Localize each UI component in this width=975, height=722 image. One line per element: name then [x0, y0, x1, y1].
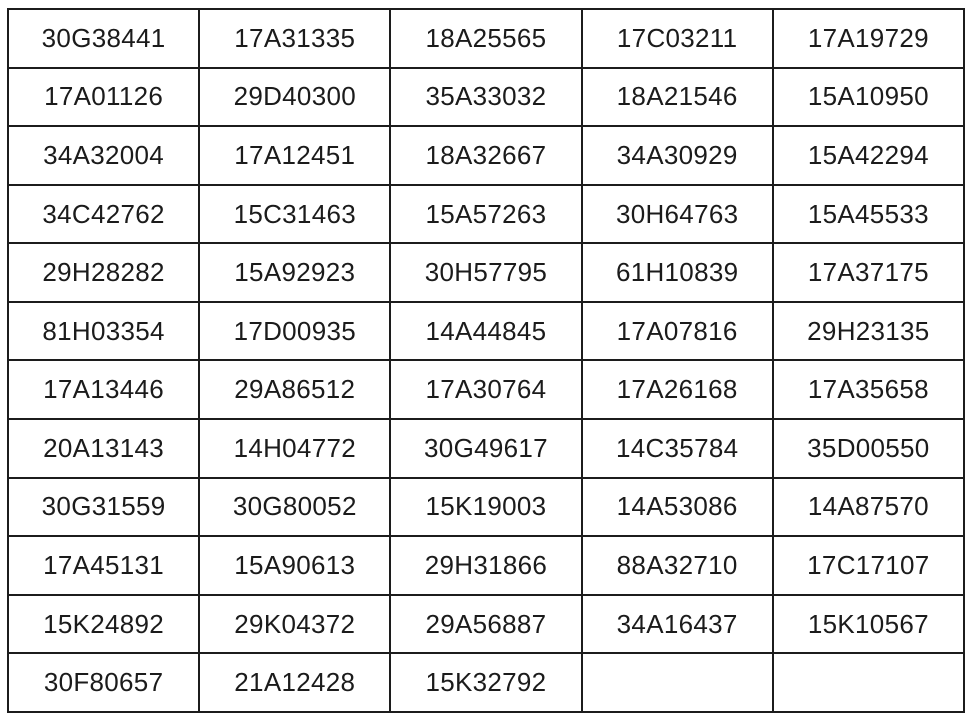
table-row: 15K24892 29K04372 29A56887 34A16437 15K10567 [6, 593, 966, 655]
code-cell: 30G80052 [198, 476, 392, 538]
code-table-body: 30G38441 17A31335 18A25565 17C03211 17A19729… [6, 8, 966, 713]
code-cell: 15A90613 [198, 535, 392, 596]
code-cell: 14C35784 [580, 418, 774, 479]
code-cell: 21A12428 [198, 652, 392, 713]
code-cell: 30H64763 [580, 183, 774, 245]
table-row: 34C42762 15C31463 15A57263 30H64763 15A45533 [6, 183, 966, 245]
code-cell: 61H10839 [580, 242, 774, 303]
code-cell: 29H23135 [771, 300, 966, 362]
table-row: 29H28282 15A92923 30H57795 61H10839 17A37175 [6, 242, 966, 303]
code-cell: 17A45131 [6, 535, 201, 596]
table-row: 30G38441 17A31335 18A25565 17C03211 17A19729 [6, 8, 966, 69]
code-table: 30G38441 17A31335 18A25565 17C03211 17A19729… [6, 8, 966, 713]
code-cell: 29D40300 [198, 66, 392, 128]
code-cell: 35D00550 [771, 418, 966, 479]
code-cell: 15K32792 [389, 652, 583, 713]
code-cell: 17A31335 [198, 8, 392, 69]
code-cell: 17C03211 [580, 8, 774, 69]
empty-cell [580, 652, 774, 713]
code-cell: 34A30929 [580, 125, 774, 186]
code-cell: 17A13446 [6, 359, 201, 421]
code-cell: 20A13143 [6, 418, 201, 479]
code-cell: 15A45533 [771, 183, 966, 245]
code-cell: 18A21546 [580, 66, 774, 128]
code-cell: 88A32710 [580, 535, 774, 596]
code-cell: 35A33032 [389, 66, 583, 128]
code-cell: 15K19003 [389, 476, 583, 538]
code-cell: 18A25565 [389, 8, 583, 69]
code-cell: 81H03354 [6, 300, 201, 362]
code-cell: 30G49617 [389, 418, 583, 479]
code-cell: 30H57795 [389, 242, 583, 303]
code-cell: 30G31559 [6, 476, 201, 538]
code-cell: 15A92923 [198, 242, 392, 303]
table-row: 34A32004 17A12451 18A32667 34A30929 15A42294 [6, 125, 966, 186]
code-cell: 14A53086 [580, 476, 774, 538]
code-cell: 17A01126 [6, 66, 201, 128]
code-cell: 15C31463 [198, 183, 392, 245]
table-row: 30F80657 21A12428 15K32792 [6, 652, 966, 713]
table-row: 81H03354 17D00935 14A44845 17A07816 29H23135 [6, 300, 966, 362]
code-cell: 15A10950 [771, 66, 966, 128]
code-cell: 29H31866 [389, 535, 583, 596]
code-cell: 34A32004 [6, 125, 201, 186]
code-cell: 14H04772 [198, 418, 392, 479]
code-cell: 17A12451 [198, 125, 392, 186]
code-cell: 17D00935 [198, 300, 392, 362]
table-row: 20A13143 14H04772 30G49617 14C35784 35D00550 [6, 418, 966, 479]
table-row: 17A01126 29D40300 35A33032 18A21546 15A10950 [6, 66, 966, 128]
code-cell: 17A37175 [771, 242, 966, 303]
code-cell: 15K10567 [771, 593, 966, 655]
code-cell: 29A86512 [198, 359, 392, 421]
code-cell: 17A35658 [771, 359, 966, 421]
code-cell: 15A57263 [389, 183, 583, 245]
code-cell: 29A56887 [389, 593, 583, 655]
code-cell: 29H28282 [6, 242, 201, 303]
empty-cell [771, 652, 966, 713]
table-row: 17A13446 29A86512 17A30764 17A26168 17A35658 [6, 359, 966, 421]
code-cell: 17A19729 [771, 8, 966, 69]
code-cell: 17A07816 [580, 300, 774, 362]
code-cell: 17A26168 [580, 359, 774, 421]
code-cell: 29K04372 [198, 593, 392, 655]
table-row: 17A45131 15A90613 29H31866 88A32710 17C17107 [6, 535, 966, 596]
code-cell: 34C42762 [6, 183, 201, 245]
code-cell: 15K24892 [6, 593, 201, 655]
code-cell: 17C17107 [771, 535, 966, 596]
code-cell: 14A44845 [389, 300, 583, 362]
code-cell: 15A42294 [771, 125, 966, 186]
code-cell: 30G38441 [6, 8, 201, 69]
code-cell: 18A32667 [389, 125, 583, 186]
code-cell: 34A16437 [580, 593, 774, 655]
code-cell: 14A87570 [771, 476, 966, 538]
code-cell: 17A30764 [389, 359, 583, 421]
code-cell: 30F80657 [6, 652, 201, 713]
table-row: 30G31559 30G80052 15K19003 14A53086 14A87570 [6, 476, 966, 538]
